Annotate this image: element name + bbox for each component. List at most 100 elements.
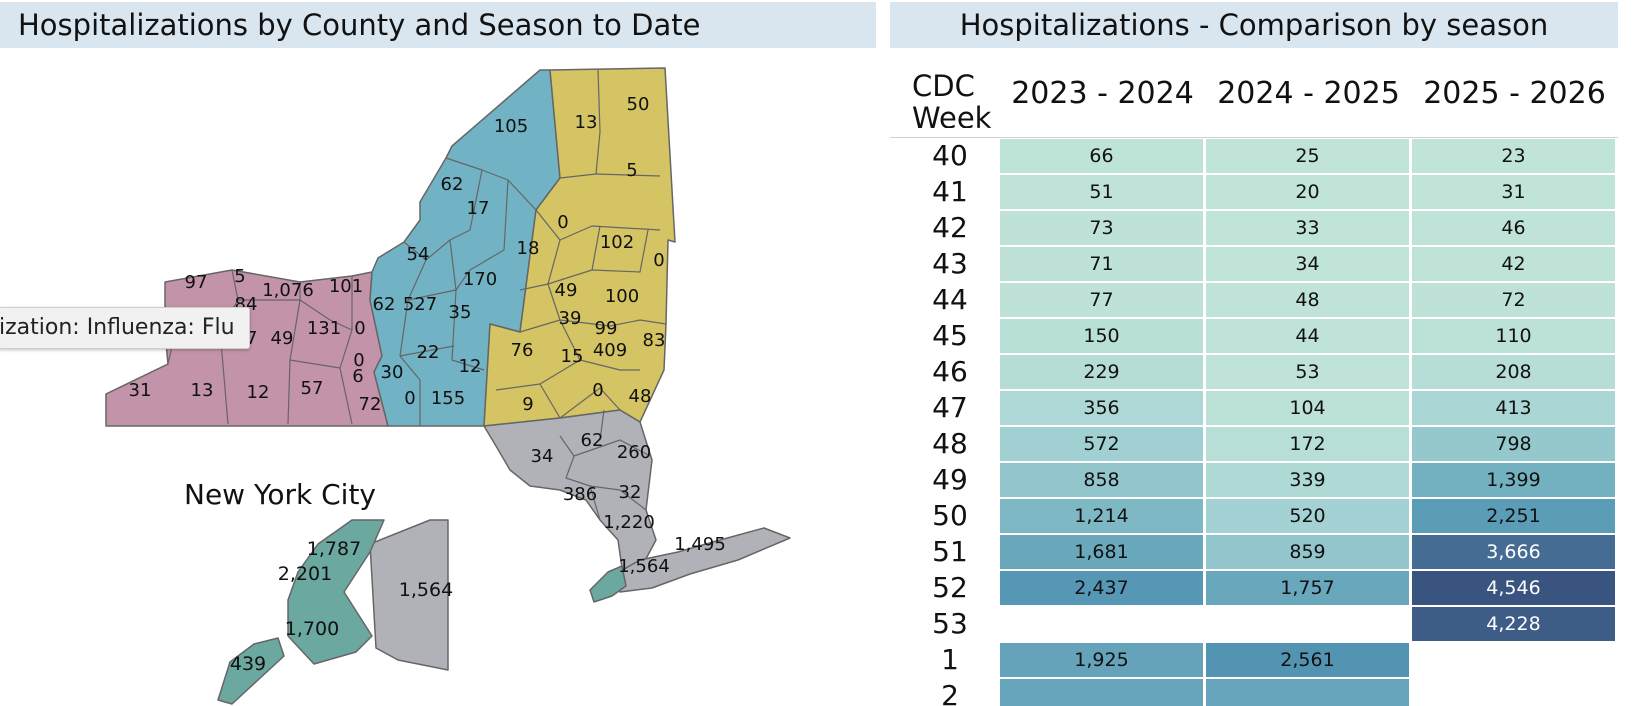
value-cell[interactable]: 413 — [1412, 391, 1615, 425]
value-cell[interactable]: 2,437 — [1000, 571, 1203, 605]
value-cell[interactable]: 23 — [1412, 139, 1615, 173]
nyc-labels: 1,787 2,201 1,564 1,700 439 — [230, 538, 453, 675]
value-cell[interactable]: 34 — [1206, 247, 1409, 281]
county-label: 15 — [561, 346, 584, 367]
value-cell[interactable]: 859 — [1206, 535, 1409, 569]
county-label: 49 — [555, 280, 578, 301]
week-label: 53 — [932, 607, 968, 640]
nyc-borough-label: 439 — [230, 653, 266, 675]
season-header-2023[interactable]: 2023 - 2024 — [1011, 76, 1194, 111]
value-cell[interactable]: 71 — [1000, 247, 1203, 281]
nyc-borough-label: 2,201 — [278, 563, 332, 585]
value-cell[interactable]: 150 — [1000, 319, 1203, 353]
value-cell[interactable]: 72 — [1412, 283, 1615, 317]
county-label: 13 — [191, 380, 214, 401]
county-label: 0 — [404, 388, 415, 409]
county-label: 101 — [329, 276, 363, 297]
value-cell[interactable]: 53 — [1206, 355, 1409, 389]
week-label: 1 — [941, 643, 959, 676]
county-label: 170 — [463, 269, 497, 290]
value-cell[interactable]: 1,681 — [1000, 535, 1203, 569]
value-cell[interactable]: 798 — [1412, 427, 1615, 461]
county-label: 18 — [517, 238, 540, 259]
value-cell[interactable]: 356 — [1000, 391, 1203, 425]
county-label: 31 — [129, 380, 152, 401]
value-cell[interactable]: 25 — [1206, 139, 1409, 173]
county-label: 97 — [185, 272, 208, 293]
table-row: 46 229 53 208 — [890, 354, 1618, 390]
county-label: 386 — [563, 484, 597, 505]
value-cell[interactable]: 66 — [1000, 139, 1203, 173]
season-header-2025[interactable]: 2025 - 2026 — [1423, 76, 1606, 111]
value-cell[interactable]: 2,561 — [1206, 643, 1409, 677]
region-nyc-boroughs[interactable] — [287, 519, 385, 665]
value-cell[interactable]: 73 — [1000, 211, 1203, 245]
value-cell[interactable]: 208 — [1412, 355, 1615, 389]
value-cell[interactable] — [1000, 679, 1203, 706]
value-cell[interactable]: 48 — [1206, 283, 1409, 317]
value-cell[interactable]: 3,666 — [1412, 535, 1615, 569]
value-cell[interactable]: 42 — [1412, 247, 1615, 281]
value-cell[interactable]: 1,399 — [1412, 463, 1615, 497]
value-cell[interactable]: 77 — [1000, 283, 1203, 317]
value-cell[interactable]: 520 — [1206, 499, 1409, 533]
value-cell[interactable]: 229 — [1000, 355, 1203, 389]
value-cell[interactable]: 858 — [1000, 463, 1203, 497]
region-long-island[interactable] — [611, 527, 791, 593]
value-cell[interactable]: 110 — [1412, 319, 1615, 353]
value-cell[interactable]: 33 — [1206, 211, 1409, 245]
value-cell[interactable]: 31 — [1412, 175, 1615, 209]
county-label: 39 — [559, 308, 582, 329]
value-cell[interactable]: 1,214 — [1000, 499, 1203, 533]
county-label: 12 — [247, 382, 270, 403]
nyc-borough-label: 1,564 — [399, 579, 453, 601]
value-cell[interactable]: 104 — [1206, 391, 1409, 425]
county-label: 32 — [619, 482, 642, 503]
table-row: 53 4,228 — [890, 606, 1618, 642]
value-cell[interactable]: 44 — [1206, 319, 1409, 353]
region-nyc-main[interactable] — [589, 565, 627, 603]
value-cell[interactable]: 46 — [1412, 211, 1615, 245]
county-label: 1,495 — [674, 534, 726, 555]
season-comparison-table: 40 66 25 23 41 51 20 31 42 73 33 46 43 71 34 42 44 77 48 72… — [890, 138, 1618, 706]
week-label: 45 — [932, 319, 968, 352]
table-row: 51 1,681 859 3,666 — [890, 534, 1618, 570]
nyc-borough-label: 1,787 — [307, 538, 361, 560]
value-cell[interactable]: 339 — [1206, 463, 1409, 497]
county-label: 62 — [581, 430, 604, 451]
table-row: 45 150 44 110 — [890, 318, 1618, 354]
nyc-inset-title: New York City — [184, 478, 376, 511]
value-cell[interactable]: 172 — [1206, 427, 1409, 461]
value-cell[interactable]: 4,546 — [1412, 571, 1615, 605]
value-cell[interactable]: 4,228 — [1412, 607, 1615, 641]
week-label: 47 — [932, 391, 968, 424]
region-nyc-staten-island[interactable] — [217, 637, 285, 705]
county-label: 5 — [626, 160, 637, 181]
value-cell[interactable]: 1,757 — [1206, 571, 1409, 605]
week-label: 50 — [932, 499, 968, 532]
value-cell[interactable]: 2,251 — [1412, 499, 1615, 533]
value-cell[interactable]: 20 — [1206, 175, 1409, 209]
week-label: 51 — [932, 535, 968, 568]
table-row: 40 66 25 23 — [890, 138, 1618, 174]
week-label: 2 — [941, 679, 959, 706]
county-label: 409 — [593, 340, 627, 361]
county-label: 62 — [441, 174, 464, 195]
county-label: 102 — [600, 232, 634, 253]
table-row: 44 77 48 72 — [890, 282, 1618, 318]
value-cell[interactable] — [1206, 679, 1409, 706]
week-label: 49 — [932, 463, 968, 496]
county-label: 0 — [592, 380, 603, 401]
value-cell[interactable]: 572 — [1000, 427, 1203, 461]
value-cell[interactable]: 51 — [1000, 175, 1203, 209]
week-label: 48 — [932, 427, 968, 460]
county-label: 0 — [653, 250, 664, 271]
header-divider — [890, 137, 1618, 138]
map-panel-title: Hospitalizations by County and Season to… — [0, 2, 876, 48]
table-row: 41 51 20 31 — [890, 174, 1618, 210]
value-cell[interactable]: 1,925 — [1000, 643, 1203, 677]
season-header-2024[interactable]: 2024 - 2025 — [1217, 76, 1400, 111]
nyc-inset-map[interactable] — [217, 519, 449, 705]
region-nyc-suffolk-nassau[interactable] — [369, 519, 449, 671]
